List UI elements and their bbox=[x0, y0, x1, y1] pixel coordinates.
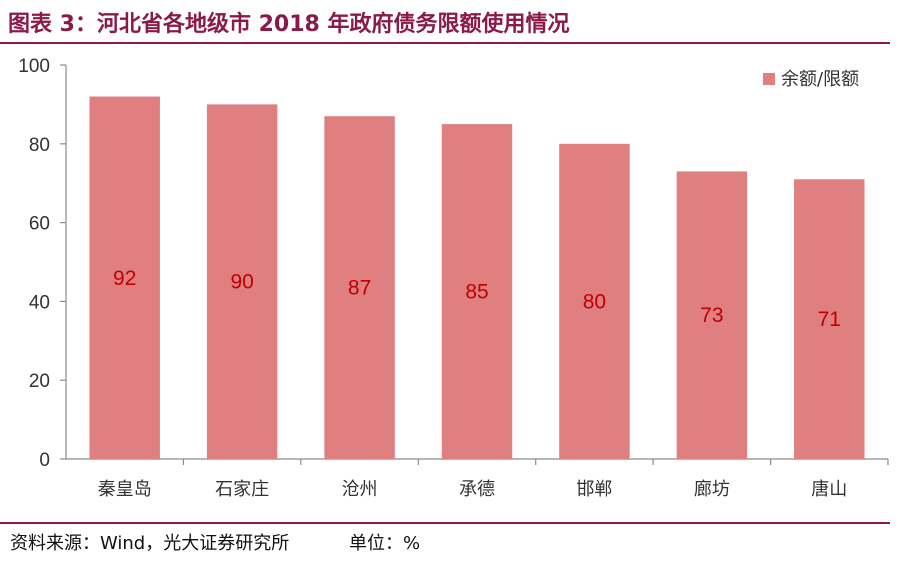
bar-chart: 92 90 87 85 80 73 71 0 20 40 60 80 100 秦皇岛 石家庄 沧州 承德 邯郸 廊… bbox=[18, 56, 889, 500]
bar bbox=[324, 116, 395, 459]
x-tick-label: 廊坊 bbox=[694, 479, 730, 500]
x-tick-label: 唐山 bbox=[811, 479, 847, 500]
y-tick-label: 20 bbox=[29, 371, 50, 392]
x-tick-label: 邯郸 bbox=[576, 479, 612, 500]
bar bbox=[559, 143, 630, 460]
data-label: 71 bbox=[818, 308, 841, 331]
chart-data-labels: 92 90 87 85 80 73 71 bbox=[113, 267, 841, 331]
footer: 资料来源：Wind，光大证券研究所 单位：% bbox=[10, 529, 420, 555]
y-tick-label: 0 bbox=[39, 450, 50, 471]
bar bbox=[794, 179, 865, 459]
title-divider bbox=[0, 42, 890, 44]
x-tick-label: 承德 bbox=[459, 479, 495, 500]
bar bbox=[206, 104, 278, 460]
data-label: 92 bbox=[113, 267, 136, 290]
legend-swatch bbox=[763, 73, 775, 85]
y-tick-label: 80 bbox=[29, 135, 50, 156]
unit-note: 单位：% bbox=[348, 533, 421, 554]
x-tick-label: 秦皇岛 bbox=[98, 479, 152, 500]
legend-label: 余额/限额 bbox=[781, 69, 859, 90]
page-title: 图表 3：河北省各地级市 2018 年政府债务限额使用情况 bbox=[8, 12, 570, 37]
data-label: 87 bbox=[348, 277, 371, 300]
data-label: 90 bbox=[230, 271, 253, 294]
source-note: 资料来源：Wind，光大证券研究所 bbox=[10, 533, 290, 554]
chart-tick-labels: 0 20 40 60 80 100 秦皇岛 石家庄 沧州 承德 邯郸 廊坊 唐山 bbox=[18, 56, 847, 500]
bar bbox=[441, 124, 513, 459]
bar bbox=[676, 171, 748, 459]
chart-bars bbox=[89, 96, 865, 460]
y-tick-label: 40 bbox=[29, 292, 50, 313]
y-tick-label: 100 bbox=[18, 56, 50, 77]
data-label: 73 bbox=[700, 304, 723, 327]
y-tick-label: 60 bbox=[29, 214, 50, 235]
data-label: 85 bbox=[465, 281, 488, 304]
bar bbox=[89, 96, 160, 460]
chart-legend: 余额/限额 bbox=[763, 69, 859, 90]
footer-divider bbox=[0, 522, 890, 524]
data-label: 80 bbox=[583, 290, 606, 313]
x-tick-label: 沧州 bbox=[342, 479, 378, 500]
x-tick-label: 石家庄 bbox=[215, 479, 269, 500]
